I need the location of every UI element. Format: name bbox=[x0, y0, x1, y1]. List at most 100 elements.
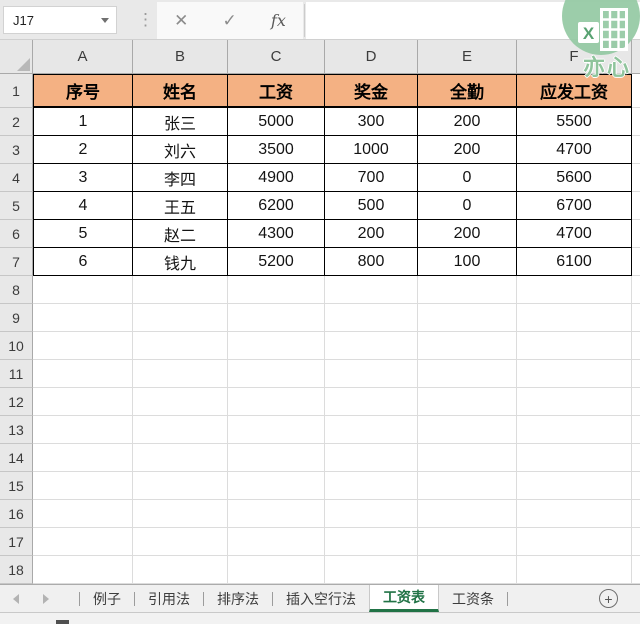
cell-A17[interactable] bbox=[33, 528, 133, 556]
sheet-tab-3[interactable]: 排序法 bbox=[217, 590, 259, 607]
cell-partial-9[interactable] bbox=[632, 304, 640, 332]
sheet-tab-4[interactable]: 插入空行法 bbox=[286, 590, 356, 607]
cell-partial-18[interactable] bbox=[632, 556, 640, 584]
cell-D9[interactable] bbox=[325, 304, 418, 332]
cell-E11[interactable] bbox=[418, 360, 517, 388]
cell-B2[interactable]: 张三 bbox=[133, 108, 228, 136]
cell-A14[interactable] bbox=[33, 444, 133, 472]
cell-D15[interactable] bbox=[325, 472, 418, 500]
cell-A2[interactable]: 1 bbox=[33, 108, 133, 136]
cell-B4[interactable]: 李四 bbox=[133, 164, 228, 192]
cell-A3[interactable]: 2 bbox=[33, 136, 133, 164]
cell-E13[interactable] bbox=[418, 416, 517, 444]
cell-partial-3[interactable] bbox=[632, 136, 640, 164]
cell-A6[interactable]: 5 bbox=[33, 220, 133, 248]
row-header-5[interactable]: 5 bbox=[0, 192, 33, 220]
cell-A10[interactable] bbox=[33, 332, 133, 360]
cell-partial-6[interactable] bbox=[632, 220, 640, 248]
cell-A13[interactable] bbox=[33, 416, 133, 444]
new-sheet-button[interactable]: + bbox=[599, 589, 618, 608]
row-header-16[interactable]: 16 bbox=[0, 500, 33, 528]
cell-D10[interactable] bbox=[325, 332, 418, 360]
cell-D7[interactable]: 800 bbox=[325, 248, 418, 276]
insert-function-icon[interactable]: fx bbox=[270, 10, 286, 30]
cell-F6[interactable]: 4700 bbox=[517, 220, 632, 248]
cell-partial-2[interactable] bbox=[632, 108, 640, 136]
cell-D5[interactable]: 500 bbox=[325, 192, 418, 220]
col-header-E[interactable]: E bbox=[418, 40, 517, 74]
row-header-17[interactable]: 17 bbox=[0, 528, 33, 556]
cell-D6[interactable]: 200 bbox=[325, 220, 418, 248]
cell-C15[interactable] bbox=[228, 472, 325, 500]
cell-partial-15[interactable] bbox=[632, 472, 640, 500]
cell-E5[interactable]: 0 bbox=[418, 192, 517, 220]
cell-D4[interactable]: 700 bbox=[325, 164, 418, 192]
cell-C8[interactable] bbox=[228, 276, 325, 304]
cell-F15[interactable] bbox=[517, 472, 632, 500]
cell-F10[interactable] bbox=[517, 332, 632, 360]
cell-partial-1[interactable] bbox=[632, 74, 640, 108]
cell-C12[interactable] bbox=[228, 388, 325, 416]
cell-C11[interactable] bbox=[228, 360, 325, 388]
row-header-4[interactable]: 4 bbox=[0, 164, 33, 192]
cell-F9[interactable] bbox=[517, 304, 632, 332]
cell-B15[interactable] bbox=[133, 472, 228, 500]
cell-E9[interactable] bbox=[418, 304, 517, 332]
cell-A9[interactable] bbox=[33, 304, 133, 332]
cell-partial-16[interactable] bbox=[632, 500, 640, 528]
cell-E15[interactable] bbox=[418, 472, 517, 500]
cell-C3[interactable]: 3500 bbox=[228, 136, 325, 164]
cell-A7[interactable]: 6 bbox=[33, 248, 133, 276]
cell-A18[interactable] bbox=[33, 556, 133, 584]
cell-partial-12[interactable] bbox=[632, 388, 640, 416]
cell-partial-8[interactable] bbox=[632, 276, 640, 304]
cell-E10[interactable] bbox=[418, 332, 517, 360]
cell-F1[interactable]: 应发工资 bbox=[517, 74, 632, 108]
cell-F16[interactable] bbox=[517, 500, 632, 528]
cell-C13[interactable] bbox=[228, 416, 325, 444]
cell-F4[interactable]: 5600 bbox=[517, 164, 632, 192]
row-header-18[interactable]: 18 bbox=[0, 556, 33, 584]
cell-C16[interactable] bbox=[228, 500, 325, 528]
cell-E16[interactable] bbox=[418, 500, 517, 528]
cell-E3[interactable]: 200 bbox=[418, 136, 517, 164]
cell-A1[interactable]: 序号 bbox=[33, 74, 133, 108]
row-header-12[interactable]: 12 bbox=[0, 388, 33, 416]
cancel-icon[interactable]: ✕ bbox=[174, 11, 189, 30]
cell-E18[interactable] bbox=[418, 556, 517, 584]
cell-F3[interactable]: 4700 bbox=[517, 136, 632, 164]
cell-B8[interactable] bbox=[133, 276, 228, 304]
cell-D8[interactable] bbox=[325, 276, 418, 304]
cell-D3[interactable]: 1000 bbox=[325, 136, 418, 164]
cell-E6[interactable]: 200 bbox=[418, 220, 517, 248]
cell-partial-14[interactable] bbox=[632, 444, 640, 472]
cell-B18[interactable] bbox=[133, 556, 228, 584]
cell-F2[interactable]: 5500 bbox=[517, 108, 632, 136]
cell-E8[interactable] bbox=[418, 276, 517, 304]
sheet-tab-2[interactable]: 引用法 bbox=[148, 590, 190, 607]
cell-A5[interactable]: 4 bbox=[33, 192, 133, 220]
cell-B3[interactable]: 刘六 bbox=[133, 136, 228, 164]
cell-partial-11[interactable] bbox=[632, 360, 640, 388]
cell-F13[interactable] bbox=[517, 416, 632, 444]
cell-B10[interactable] bbox=[133, 332, 228, 360]
cell-D17[interactable] bbox=[325, 528, 418, 556]
cell-F7[interactable]: 6100 bbox=[517, 248, 632, 276]
cell-B9[interactable] bbox=[133, 304, 228, 332]
select-all-corner[interactable] bbox=[0, 40, 33, 74]
tab-scroll-right-icon[interactable] bbox=[43, 593, 49, 604]
cell-A11[interactable] bbox=[33, 360, 133, 388]
cell-C14[interactable] bbox=[228, 444, 325, 472]
cell-B6[interactable]: 赵二 bbox=[133, 220, 228, 248]
cell-B12[interactable] bbox=[133, 388, 228, 416]
row-header-2[interactable]: 2 bbox=[0, 108, 33, 136]
cell-C2[interactable]: 5000 bbox=[228, 108, 325, 136]
cell-D16[interactable] bbox=[325, 500, 418, 528]
cell-partial-7[interactable] bbox=[632, 248, 640, 276]
col-header-C[interactable]: C bbox=[228, 40, 325, 74]
cell-E17[interactable] bbox=[418, 528, 517, 556]
sheet-tab-6[interactable]: 工资条 bbox=[452, 590, 494, 607]
cell-E2[interactable]: 200 bbox=[418, 108, 517, 136]
cell-B11[interactable] bbox=[133, 360, 228, 388]
col-header-partial[interactable] bbox=[632, 40, 640, 74]
